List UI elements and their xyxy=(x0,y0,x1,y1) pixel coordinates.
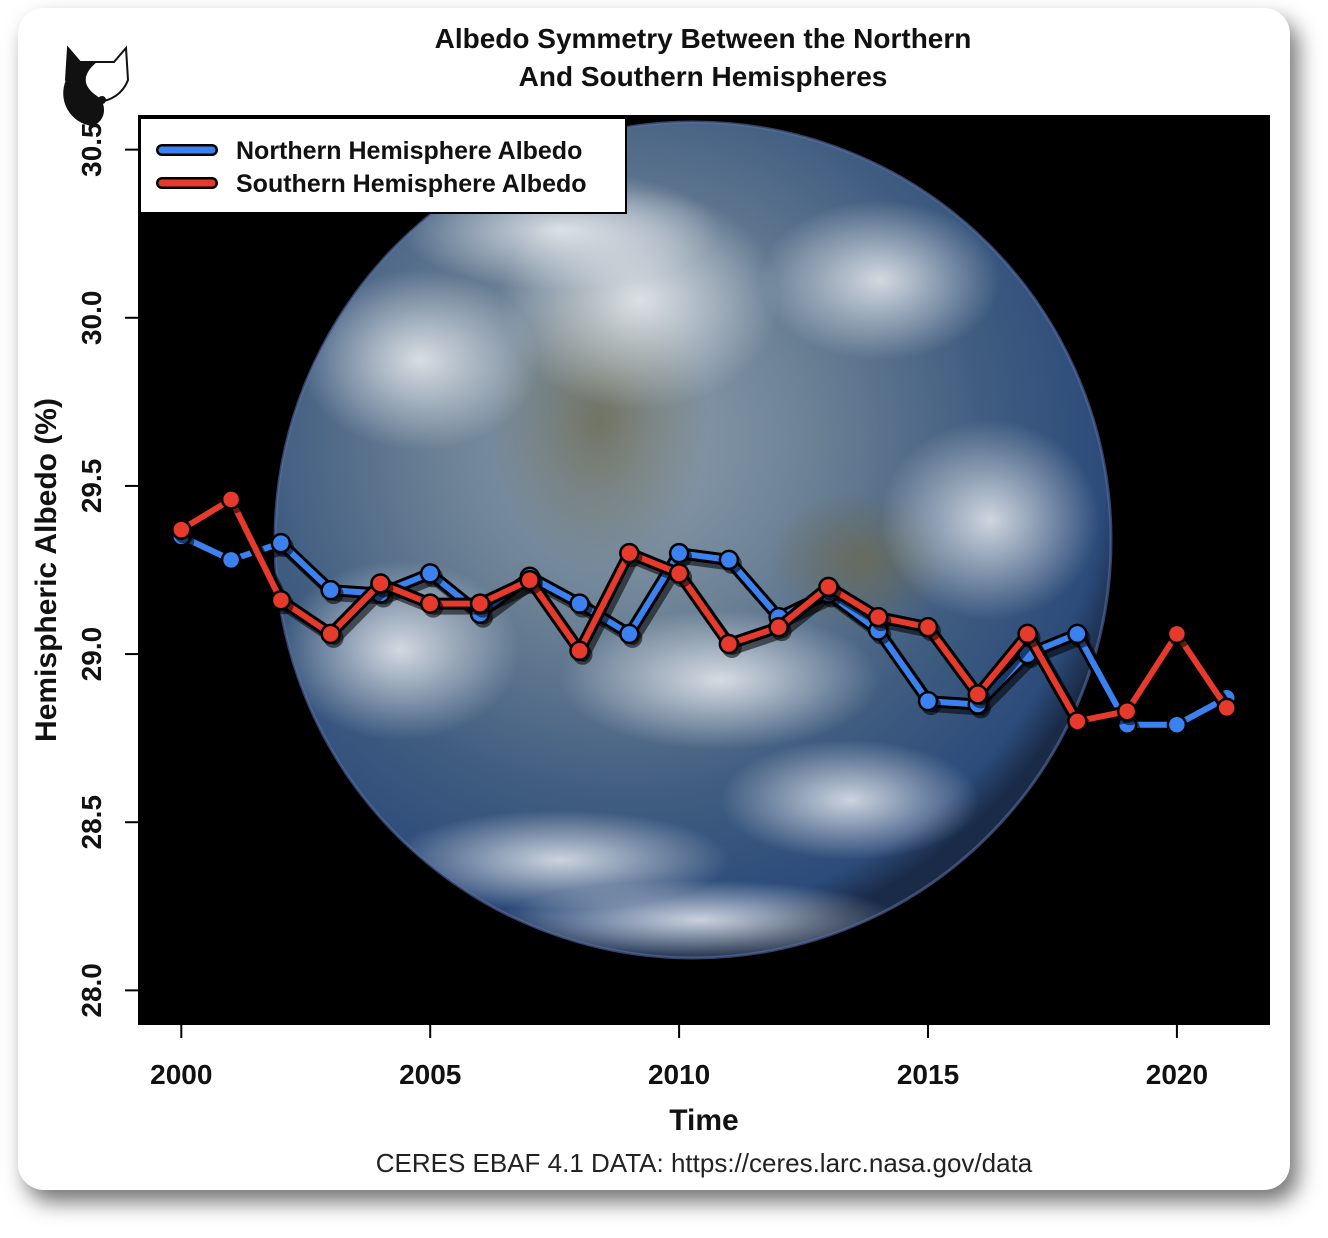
y-tick-label: 28.5 xyxy=(76,795,107,850)
data-point-south xyxy=(1067,711,1088,732)
data-point-south xyxy=(320,623,341,645)
plot-frame xyxy=(138,115,1270,1025)
data-point-north xyxy=(917,690,939,712)
data-point-north xyxy=(270,532,292,554)
data-point-south xyxy=(867,606,889,628)
data-point-north xyxy=(619,623,640,645)
data-point-north xyxy=(668,542,690,564)
chart-title-line-1: Albedo Symmetry Between the Northern xyxy=(435,23,972,54)
data-point-south xyxy=(619,542,640,564)
legend-label-south: Southern Hemisphere Albedo xyxy=(236,170,587,198)
data-point-south xyxy=(1116,700,1138,722)
data-point-south xyxy=(569,640,590,661)
data-point-south xyxy=(1216,697,1237,719)
y-axis-label: Hemispheric Albedo (%) xyxy=(30,398,63,742)
data-source-note: CERES EBAF 4.1 DATA: https://ceres.larc.… xyxy=(376,1148,1033,1178)
data-point-south xyxy=(519,569,541,591)
legend-label-north: Northern Hemisphere Albedo xyxy=(236,137,582,165)
x-tick-label: 2010 xyxy=(648,1059,710,1090)
y-axis: 28.0 28.5 29.0 29.5 30.0 30.5 xyxy=(76,122,139,1018)
data-point-north xyxy=(1166,714,1188,735)
y-tick-label: 29.0 xyxy=(76,627,107,682)
data-point-north xyxy=(1067,623,1088,645)
data-point-south xyxy=(469,593,491,614)
series-line-south xyxy=(179,496,1230,725)
data-point-south xyxy=(1017,623,1038,645)
legend: Northern Hemisphere Albedo Southern Hemi… xyxy=(139,117,627,214)
legend-box xyxy=(139,117,627,214)
data-point-south xyxy=(419,593,441,614)
data-point-south xyxy=(270,590,292,611)
series-south xyxy=(171,489,1240,736)
x-tick-label: 2020 xyxy=(1146,1059,1208,1090)
data-point-south xyxy=(220,489,242,510)
yin-yang-cat-logo xyxy=(63,45,130,126)
data-point-north xyxy=(419,563,441,584)
chart-title-line-2: And Southern Hemispheres xyxy=(519,61,888,92)
data-point-south xyxy=(1166,623,1188,645)
data-point-south xyxy=(768,616,789,638)
y-tick-label: 30.0 xyxy=(76,291,107,346)
data-point-south xyxy=(967,684,989,705)
y-tick-label: 30.5 xyxy=(76,122,107,177)
series-line-north xyxy=(180,533,1229,728)
earth-background-image xyxy=(273,120,1113,960)
x-tick-label: 2005 xyxy=(399,1059,461,1090)
data-point-south xyxy=(668,563,690,584)
data-point-south xyxy=(718,633,740,655)
data-point-north xyxy=(320,579,341,601)
data-point-north xyxy=(569,593,590,614)
data-point-north xyxy=(718,549,740,571)
data-point-south xyxy=(370,573,391,594)
x-axis-label: Time xyxy=(669,1104,738,1137)
data-point-south xyxy=(917,616,939,638)
series-layer xyxy=(171,489,1240,739)
x-axis: 2000 2005 2010 2015 2020 xyxy=(150,1024,1208,1090)
data-point-north xyxy=(220,549,242,571)
data-point-south xyxy=(171,519,192,540)
x-tick-label: 2015 xyxy=(897,1059,959,1090)
data-point-south xyxy=(818,576,839,598)
y-tick-label: 29.5 xyxy=(76,459,107,513)
y-tick-label: 28.0 xyxy=(76,963,107,1018)
x-tick-label: 2000 xyxy=(150,1059,212,1090)
